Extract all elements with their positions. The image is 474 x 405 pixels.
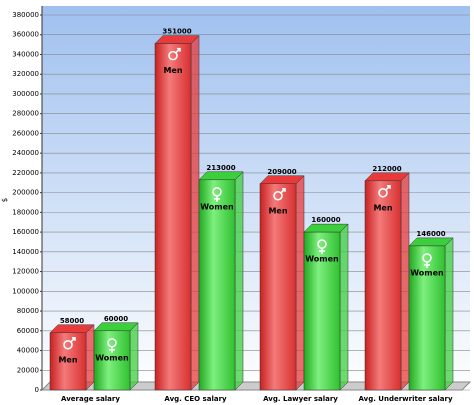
bar-side bbox=[85, 324, 95, 391]
value-label: 351000 bbox=[162, 28, 191, 36]
bar-top bbox=[364, 172, 410, 182]
bar bbox=[408, 245, 446, 391]
bar-top bbox=[303, 223, 349, 233]
bar-group bbox=[93, 322, 139, 391]
gender-symbol bbox=[319, 248, 325, 255]
bar-side bbox=[234, 171, 244, 391]
bar bbox=[198, 179, 236, 391]
bar bbox=[49, 332, 87, 391]
gender-symbol bbox=[424, 261, 430, 268]
gender-symbol bbox=[385, 184, 391, 191]
bar-side bbox=[339, 223, 349, 391]
y-tick-label: 200000 bbox=[12, 189, 39, 197]
series-label: Men bbox=[163, 66, 182, 75]
bar bbox=[259, 183, 297, 391]
series-label: Men bbox=[268, 206, 287, 215]
series-label: Women bbox=[200, 202, 234, 211]
value-label: 146000 bbox=[416, 230, 445, 238]
bar-group bbox=[364, 172, 410, 391]
y-tick-label: 40000 bbox=[17, 347, 39, 355]
y-tick-label: 340000 bbox=[12, 50, 39, 58]
gender-symbol bbox=[175, 47, 181, 54]
y-tick-label: 220000 bbox=[12, 169, 39, 177]
value-label: 58000 bbox=[60, 317, 84, 325]
y-tick-label: 240000 bbox=[12, 149, 39, 157]
bar-side bbox=[190, 35, 200, 391]
series-label: Men bbox=[373, 203, 392, 212]
bar-top bbox=[93, 322, 139, 332]
bar-top bbox=[408, 237, 454, 247]
bar-group bbox=[259, 175, 305, 391]
series-label: Women bbox=[95, 353, 129, 362]
series-label: Women bbox=[410, 268, 444, 277]
y-tick-label: 260000 bbox=[12, 129, 39, 137]
value-label: 160000 bbox=[311, 216, 340, 224]
y-tick-label: 100000 bbox=[12, 287, 39, 295]
y-axis-label: $ bbox=[1, 198, 9, 202]
bar bbox=[93, 330, 131, 391]
bar bbox=[364, 180, 402, 391]
bar bbox=[303, 231, 341, 391]
gender-symbol bbox=[214, 195, 220, 202]
y-tick-label: 360000 bbox=[12, 31, 39, 39]
value-label: 212000 bbox=[372, 165, 401, 173]
bar-group bbox=[154, 35, 200, 391]
bar-side bbox=[129, 322, 139, 391]
bar-group bbox=[198, 171, 244, 391]
x-tick-label: Avg. CEO salary bbox=[164, 395, 227, 403]
bar-group bbox=[49, 324, 95, 391]
x-tick-label: Average salary bbox=[61, 395, 120, 403]
y-tick-label: 320000 bbox=[12, 70, 39, 78]
x-tick-label: Avg. Underwriter salary bbox=[358, 395, 452, 403]
series-label: Men bbox=[58, 355, 77, 364]
y-tick-label: 140000 bbox=[12, 248, 39, 256]
value-label: 209000 bbox=[267, 168, 296, 176]
gender-symbol bbox=[280, 187, 286, 194]
series-label: Women bbox=[305, 255, 339, 264]
y-tick-label: 60000 bbox=[17, 327, 39, 335]
y-tick-label: 80000 bbox=[17, 307, 39, 315]
bar-group bbox=[303, 223, 349, 391]
value-label: 213000 bbox=[206, 164, 235, 172]
gender-symbol bbox=[273, 190, 283, 201]
bar-top bbox=[154, 35, 200, 44]
value-label: 60000 bbox=[104, 315, 128, 323]
bar-top bbox=[198, 171, 244, 181]
bar-group bbox=[408, 237, 454, 391]
gender-symbol bbox=[70, 336, 76, 343]
y-tick-label: 20000 bbox=[17, 366, 39, 374]
y-tick-label: 300000 bbox=[12, 90, 39, 98]
bar bbox=[154, 43, 192, 391]
bar-top bbox=[259, 175, 305, 184]
y-tick-label: 380000 bbox=[12, 11, 39, 19]
y-tick-label: 120000 bbox=[12, 268, 39, 276]
y-tick-label: 160000 bbox=[12, 228, 39, 236]
bar-top bbox=[49, 324, 95, 334]
bar-side bbox=[444, 237, 454, 391]
gender-symbol bbox=[378, 187, 388, 198]
y-tick-label: 180000 bbox=[12, 208, 39, 216]
gender-symbol bbox=[63, 339, 73, 350]
y-tick-label: 280000 bbox=[12, 110, 39, 118]
y-tick-label: 0 bbox=[35, 386, 39, 394]
bar-side bbox=[295, 175, 305, 391]
gender-symbol bbox=[168, 50, 178, 61]
gender-symbol bbox=[109, 346, 115, 353]
x-tick-label: Avg. Lawyer salary bbox=[263, 395, 338, 403]
bar-side bbox=[400, 172, 410, 391]
